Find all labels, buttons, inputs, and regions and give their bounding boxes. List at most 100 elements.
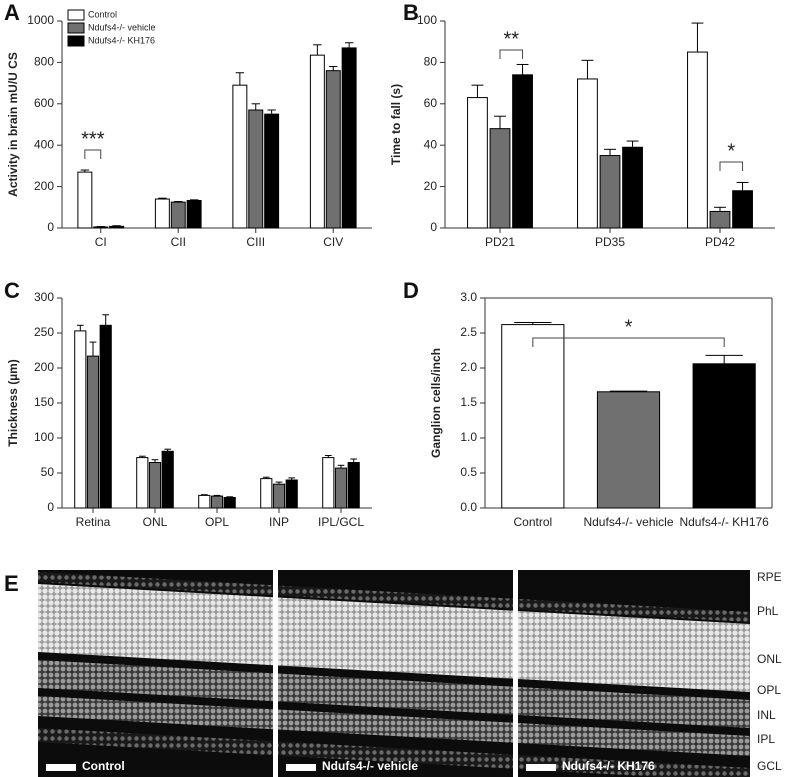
legend-swatch — [67, 22, 85, 34]
cell-layer — [518, 686, 750, 728]
y-tick-label: 3.0 — [460, 290, 477, 304]
cell-layer — [518, 722, 750, 756]
legend-label: Ndufs4-/- vehicle — [88, 22, 156, 32]
y-tick-label: 250 — [34, 325, 54, 339]
y-tick-label: 60 — [424, 96, 438, 110]
y-axis-label: Thickness (µm) — [6, 359, 20, 447]
significance-bracket — [532, 337, 725, 347]
x-tick-label: Control — [513, 515, 552, 529]
legend-swatch — [67, 35, 85, 47]
layer-label: INL — [757, 708, 776, 722]
bar — [467, 97, 488, 229]
layer-label: GCL — [757, 759, 782, 773]
significance-label: * — [727, 140, 735, 162]
x-tick-label: Ndufs4-/- vehicle — [583, 515, 673, 529]
bar — [577, 78, 598, 229]
layer-label: PhL — [757, 604, 779, 618]
significance-bracket — [84, 149, 102, 159]
y-tick-label: 0 — [47, 220, 54, 234]
x-tick-label: Ndufs4-/- KH176 — [679, 515, 769, 529]
y-tick-label: 0.0 — [460, 500, 477, 514]
bar — [596, 391, 661, 509]
significance-bracket — [499, 49, 524, 59]
cell-layer — [38, 728, 273, 756]
micrograph — [278, 570, 513, 777]
layer-label: IPL — [757, 732, 775, 746]
y-tick-label: 600 — [34, 96, 54, 110]
significance-bracket — [719, 161, 744, 171]
image-caption: Control — [82, 759, 125, 773]
x-tick-label: PD35 — [595, 235, 625, 249]
bar — [347, 462, 360, 509]
bar — [489, 128, 511, 229]
bar — [622, 146, 643, 229]
cell-layer — [518, 598, 750, 622]
y-tick-label: 80 — [424, 55, 438, 69]
y-tick-label: 200 — [34, 179, 54, 193]
x-tick-label: ONL — [143, 515, 168, 529]
micrograph — [518, 570, 750, 777]
bar — [599, 155, 621, 229]
bar — [93, 226, 109, 229]
significance-label: * — [625, 316, 633, 338]
x-tick-label: Retina — [76, 515, 111, 529]
y-axis-label: Activity in brain mU/U CS — [6, 52, 20, 197]
bar — [248, 109, 264, 229]
bar — [136, 457, 149, 509]
cell-layer — [38, 572, 273, 596]
y-tick-label: 2.5 — [460, 325, 477, 339]
x-tick-label: CI — [95, 235, 107, 249]
legend-swatch — [67, 9, 85, 21]
y-tick-label: 2.0 — [460, 360, 477, 374]
cell-layer — [518, 754, 750, 777]
image-caption: Ndufs4-/- KH176 — [562, 759, 655, 773]
y-tick-label: 1.5 — [460, 395, 477, 409]
y-axis-label: Ganglion cells/inch — [429, 348, 443, 458]
bar — [309, 54, 325, 229]
y-tick-label: 40 — [424, 137, 438, 151]
panel-letter: C — [4, 278, 20, 303]
bar — [512, 74, 533, 229]
x-tick-label: INP — [269, 515, 289, 529]
bar — [77, 171, 93, 229]
bar — [325, 70, 341, 229]
legend-label: Control — [88, 9, 117, 19]
layer-label: OPL — [757, 683, 781, 697]
significance-label: *** — [81, 128, 105, 150]
bar — [501, 324, 565, 509]
y-tick-label: 1.0 — [460, 430, 477, 444]
layer-label: RPE — [757, 570, 782, 584]
bar — [161, 450, 174, 509]
cell-layer — [278, 709, 513, 743]
y-tick-label: 800 — [34, 55, 54, 69]
cell-layer — [278, 741, 513, 769]
cell-layer — [278, 673, 513, 715]
bar — [264, 113, 280, 229]
scale-bar — [286, 764, 316, 771]
bar — [99, 324, 112, 509]
y-tick-label: 200 — [34, 360, 54, 374]
bar — [272, 483, 286, 509]
bar — [109, 225, 125, 229]
x-tick-label: CII — [171, 235, 186, 249]
x-tick-label: CIII — [246, 235, 265, 249]
bar — [334, 467, 348, 509]
scale-bar — [46, 764, 76, 771]
y-tick-label: 0.5 — [460, 465, 477, 479]
bar — [687, 51, 708, 229]
bar — [232, 84, 248, 229]
y-tick-label: 1000 — [27, 13, 54, 27]
scale-bar — [526, 764, 556, 771]
bar — [148, 462, 162, 509]
bar — [86, 355, 100, 509]
panel-letter: E — [4, 571, 19, 596]
y-axis-label: Time to fall (s) — [389, 84, 403, 165]
bar — [223, 497, 236, 509]
bar — [285, 479, 298, 509]
bar — [732, 190, 753, 229]
cell-layer — [518, 610, 750, 692]
bar — [170, 201, 186, 229]
y-tick-label: 400 — [34, 137, 54, 151]
y-tick-label: 0 — [430, 220, 437, 234]
